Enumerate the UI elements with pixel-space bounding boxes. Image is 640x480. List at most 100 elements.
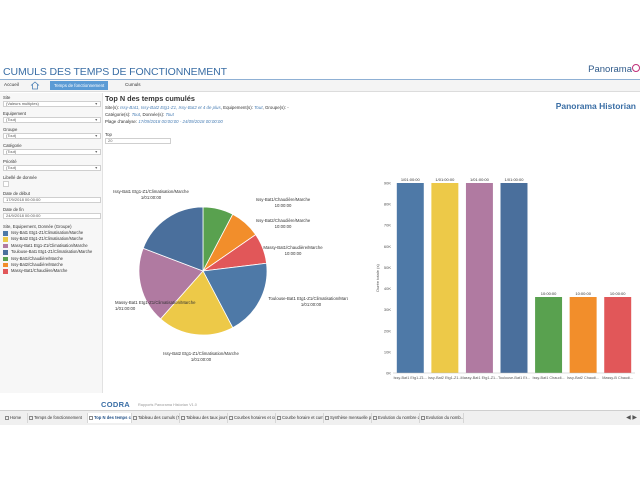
sheet-icon — [325, 416, 329, 420]
y-tick-label: 40K — [384, 286, 391, 291]
bar[interactable] — [535, 297, 563, 373]
sheet-tab[interactable]: Home — [4, 413, 28, 423]
bar[interactable] — [569, 297, 597, 373]
bar-value-label: 10:00:00 — [575, 291, 591, 296]
legend-item[interactable]: Massy-Bat1/Chaudière/Marche — [3, 268, 101, 274]
y-tick-label: 60K — [384, 244, 391, 249]
y-axis-label: Durée totale (s) — [375, 264, 380, 292]
legend-item[interactable]: Issy-Bat1/Chaudière/Marche — [3, 256, 101, 262]
filter-label-site: Site — [3, 95, 11, 100]
sheet-icon — [29, 416, 33, 420]
header: CUMULS DES TEMPS DE FONCTIONNEMENT Panor… — [0, 60, 640, 80]
bar[interactable] — [604, 297, 632, 373]
breadcrumb-active[interactable]: Temps de fonctionnement — [50, 81, 109, 90]
legend-label: Issy-Bat2/Chaudière/Marche — [11, 261, 63, 267]
legend-label: Massy-Bat1 Etg1-Z1/Climatisation/Marche — [11, 242, 88, 248]
sheet-tab[interactable]: Courbes horaires et cumuls (... — [228, 413, 276, 423]
sheet-tab[interactable]: Tableau des taux journaliers ... — [180, 413, 228, 423]
top-n-input[interactable]: 20 — [105, 138, 171, 144]
chevron-down-icon: ▼ — [94, 150, 98, 154]
bar[interactable] — [465, 183, 493, 373]
legend-swatch — [3, 231, 8, 236]
pie-slice[interactable] — [138, 247, 204, 320]
bar[interactable] — [396, 183, 424, 373]
sheet-icon — [229, 416, 233, 420]
legend-label: Massy-Bat1/Chaudière/Marche — [11, 268, 68, 274]
filter-label-equipement: Equipement — [3, 111, 26, 116]
legend-item[interactable]: Issy-Bat1 Etg1-Z1/Climatisation/Marche — [3, 230, 101, 236]
codra-logo: CODRA — [101, 400, 130, 409]
date-fin-label: Date de fin — [3, 207, 24, 212]
sheet-tab[interactable]: Temps de fonctionnement — [28, 413, 88, 423]
bar-value-label: 1/01:00:00 — [470, 177, 490, 182]
y-tick-label: 70K — [384, 223, 391, 228]
legend-swatch — [3, 243, 8, 249]
y-tick-label: 90K — [384, 181, 391, 186]
legend-swatch — [3, 269, 8, 274]
filter-site-select[interactable]: (Valeurs multiples) ▼ — [3, 101, 101, 107]
pie-slice-label: Issy-Bat1 Etg1-Z1/Climatisation/Marche — [113, 189, 189, 194]
legend-label: Toulouse-Bat1 Etg1-Z1/Climatisation/Marc… — [11, 249, 93, 255]
sheet-icon — [373, 416, 377, 420]
equip-value: Tout — [254, 105, 263, 110]
chevron-down-icon: ▼ — [94, 118, 98, 122]
sheet-tab-label: Home — [10, 415, 22, 420]
pie-slice-value: 10:00:00 — [275, 224, 292, 229]
sheet-tab[interactable]: Evolution du nomb... — [420, 413, 464, 423]
filter-label-priorite: Priorité — [3, 159, 17, 164]
pie-slice-value: 1/01:00:00 — [141, 195, 162, 200]
tab-nav-arrows-icon[interactable]: ◀ ▶ — [626, 415, 637, 421]
chevron-down-icon: ▼ — [94, 102, 98, 106]
pie-slice[interactable] — [159, 270, 234, 336]
legend-item[interactable]: Issy-Bat2/Chaudière/Marche — [3, 262, 101, 268]
filter-label-categorie: Catégorie — [3, 143, 22, 148]
sheet-tab[interactable]: Synthèse mensuelle par caté... — [324, 413, 372, 423]
filter-priorite-select[interactable]: (Tout) ▼ — [3, 165, 101, 171]
date-fin-input[interactable]: 24/9/2018 00:00:00 — [3, 213, 101, 219]
pie-slice-label: Massy-Bat1 Etg1-Z1/Climatisation/Marche — [115, 300, 196, 305]
filter-equipement-select[interactable]: (Tout) ▼ — [3, 117, 101, 123]
header-divider — [0, 79, 640, 80]
bar-value-label: 1/01:00:00 — [505, 177, 525, 182]
pie-slice[interactable] — [202, 262, 268, 329]
cat-value: Tout — [131, 112, 141, 117]
y-tick-label: 20K — [384, 328, 391, 333]
sheet-tab[interactable]: Top N des temps cumulés (Ca... — [88, 413, 132, 423]
date-debut-input[interactable]: 17/9/2018 00:00:00 — [3, 197, 101, 203]
pie-slice[interactable] — [142, 206, 204, 272]
pie-slice-label: Issy-Bat2/Chaudière/Marche — [256, 218, 311, 223]
home-icon[interactable] — [30, 81, 40, 90]
legend-label: Issy-Bat2 Etg1-Z1/Climatisation/Marche — [11, 236, 84, 242]
y-tick-label: 0K — [386, 371, 391, 376]
x-tick-label: Issy-Bat2 Chaudi... — [567, 376, 599, 380]
sheet-icon — [5, 416, 9, 420]
legend-label: Issy-Bat1/Chaudière/Marche — [11, 255, 63, 261]
breadcrumb-home[interactable]: Accueil — [4, 82, 19, 87]
sheet-tab[interactable]: Tableau des cumuls (Top fon... — [132, 413, 180, 423]
legend-item[interactable]: Massy-Bat1 Etg1-Z1/Climatisation/Marche — [3, 243, 101, 249]
site-label: Site(s): — [105, 105, 119, 110]
legend-swatch — [3, 262, 8, 268]
x-tick-label: Massy-B Chaudi... — [602, 376, 633, 380]
pie-slice-value: 10:00:00 — [275, 203, 292, 208]
sheet-tab[interactable]: Courbe horaire et cumul jour... — [276, 413, 324, 423]
filter-categorie-select[interactable]: (Tout) ▼ — [3, 149, 101, 155]
sheet-tab-label: Evolution du nomb... — [426, 415, 464, 420]
filter-label-libelle: Libellé de donnée — [3, 175, 37, 180]
x-tick-label: Issy-Bat1 Chaudi... — [533, 376, 565, 380]
plage-label: Plage d'analyse: — [105, 119, 138, 124]
sheet-tab[interactable]: Evolution du nombre de mar... — [372, 413, 420, 423]
filter-libelle-input[interactable] — [3, 181, 9, 187]
bar[interactable] — [431, 183, 459, 373]
footer-caption: Rapports Panorama Historian V1.0 — [138, 403, 197, 407]
bar[interactable] — [500, 183, 528, 373]
app-subtitle: Panorama Historian — [555, 101, 636, 111]
brand-name: Panorama — [588, 64, 632, 75]
bar-value-label: 1/01:00:00 — [435, 177, 455, 182]
pie-slice-label: Issy-Bat1/Chaudière/Marche — [256, 197, 311, 202]
legend-item[interactable]: Issy-Bat2 Etg1-Z1/Climatisation/Marche — [3, 236, 101, 242]
legend-item[interactable]: Toulouse-Bat1 Etg1-Z1/Climatisation/Marc… — [3, 249, 101, 255]
sheet-icon — [277, 416, 281, 420]
filter-groupe-select[interactable]: (Tout) ▼ — [3, 133, 101, 139]
filter-groupe-value: (Tout) — [6, 133, 17, 138]
